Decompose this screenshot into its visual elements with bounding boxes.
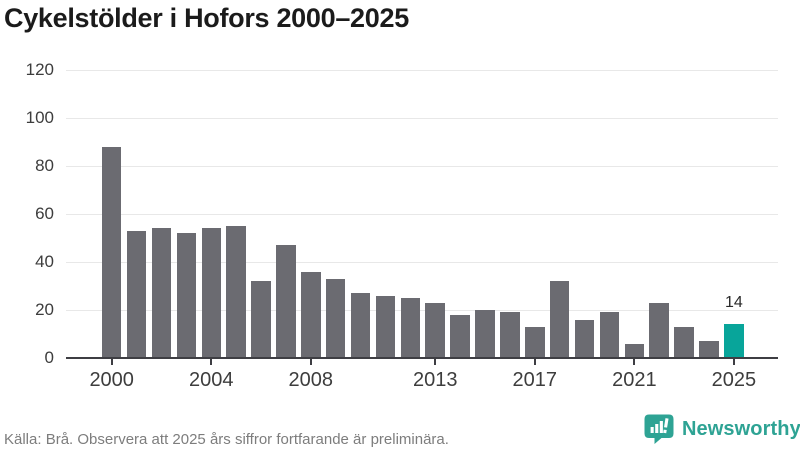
y-tick-label-40: 40 xyxy=(35,252,54,271)
bar-2015 xyxy=(475,310,495,358)
x-tick-label-2000: 2000 xyxy=(89,369,134,391)
x-tick-2021 xyxy=(633,359,636,365)
x-tick-label-2004: 2004 xyxy=(189,369,234,391)
bar-2012 xyxy=(400,298,421,358)
x-tick-2000 xyxy=(110,359,113,365)
gridline-100 xyxy=(66,117,778,119)
y-tick-label-20: 20 xyxy=(35,300,54,319)
gridline-120 xyxy=(66,69,778,71)
bar-2016 xyxy=(500,312,520,358)
bar-2010 xyxy=(350,293,371,358)
bar-2014 xyxy=(450,314,470,358)
newsworthy-logo: Newsworthy xyxy=(644,413,800,445)
bar-2007 xyxy=(276,245,296,358)
bar-2011 xyxy=(375,295,396,358)
bar-2008 xyxy=(301,271,321,358)
gridline-60 xyxy=(66,213,778,215)
bar-value-label: 14 xyxy=(724,294,743,312)
x-tick-label-2013: 2013 xyxy=(412,369,458,391)
x-tick-label-2017: 2017 xyxy=(512,369,558,391)
bar-2002 xyxy=(151,228,172,358)
source-note: Källa: Brå. Observera att 2025 års siffr… xyxy=(4,431,449,448)
bar-2013 xyxy=(425,302,445,358)
x-tick-2008 xyxy=(309,359,312,365)
gridline-80 xyxy=(66,165,778,167)
x-axis-line xyxy=(66,357,778,359)
y-tick-label-80: 80 xyxy=(35,156,54,175)
chart-title: Cykelstölder i Hofors 2000–2025 xyxy=(4,3,409,33)
y-tick-label-60: 60 xyxy=(35,204,54,223)
y-tick-label-120: 120 xyxy=(25,60,54,79)
bar-2001 xyxy=(126,230,147,358)
x-tick-2025 xyxy=(732,359,735,365)
bar-2006 xyxy=(251,281,271,358)
x-tick-2004 xyxy=(210,359,213,365)
bar-2005 xyxy=(226,226,246,358)
bar-2004 xyxy=(201,228,221,358)
plot-area: 14 xyxy=(66,69,778,358)
bar-2020 xyxy=(599,312,620,358)
bar-2009 xyxy=(325,278,346,358)
newsworthy-logo-text: Newsworthy xyxy=(682,417,800,440)
x-tick-2017 xyxy=(533,359,536,365)
bar-2025 xyxy=(724,324,744,358)
x-tick-label-2021: 2021 xyxy=(612,369,657,391)
bar-2019 xyxy=(574,319,595,358)
bar-2018 xyxy=(549,281,570,358)
bar-2023 xyxy=(674,326,694,358)
gridline-40 xyxy=(66,261,778,263)
x-tick-2013 xyxy=(434,359,437,365)
bar-2003 xyxy=(176,233,197,358)
y-tick-label-0: 0 xyxy=(44,348,54,367)
bar-2021 xyxy=(624,343,645,358)
bar-2022 xyxy=(649,302,669,358)
bar-2017 xyxy=(525,326,545,358)
x-tick-label-2008: 2008 xyxy=(288,369,334,391)
gridline-20 xyxy=(66,309,778,311)
newsworthy-logo-icon xyxy=(644,414,674,444)
bar-2024 xyxy=(699,341,719,358)
x-tick-label-2025: 2025 xyxy=(711,369,757,391)
bar-2000 xyxy=(101,146,122,358)
y-tick-label-100: 100 xyxy=(25,108,54,127)
